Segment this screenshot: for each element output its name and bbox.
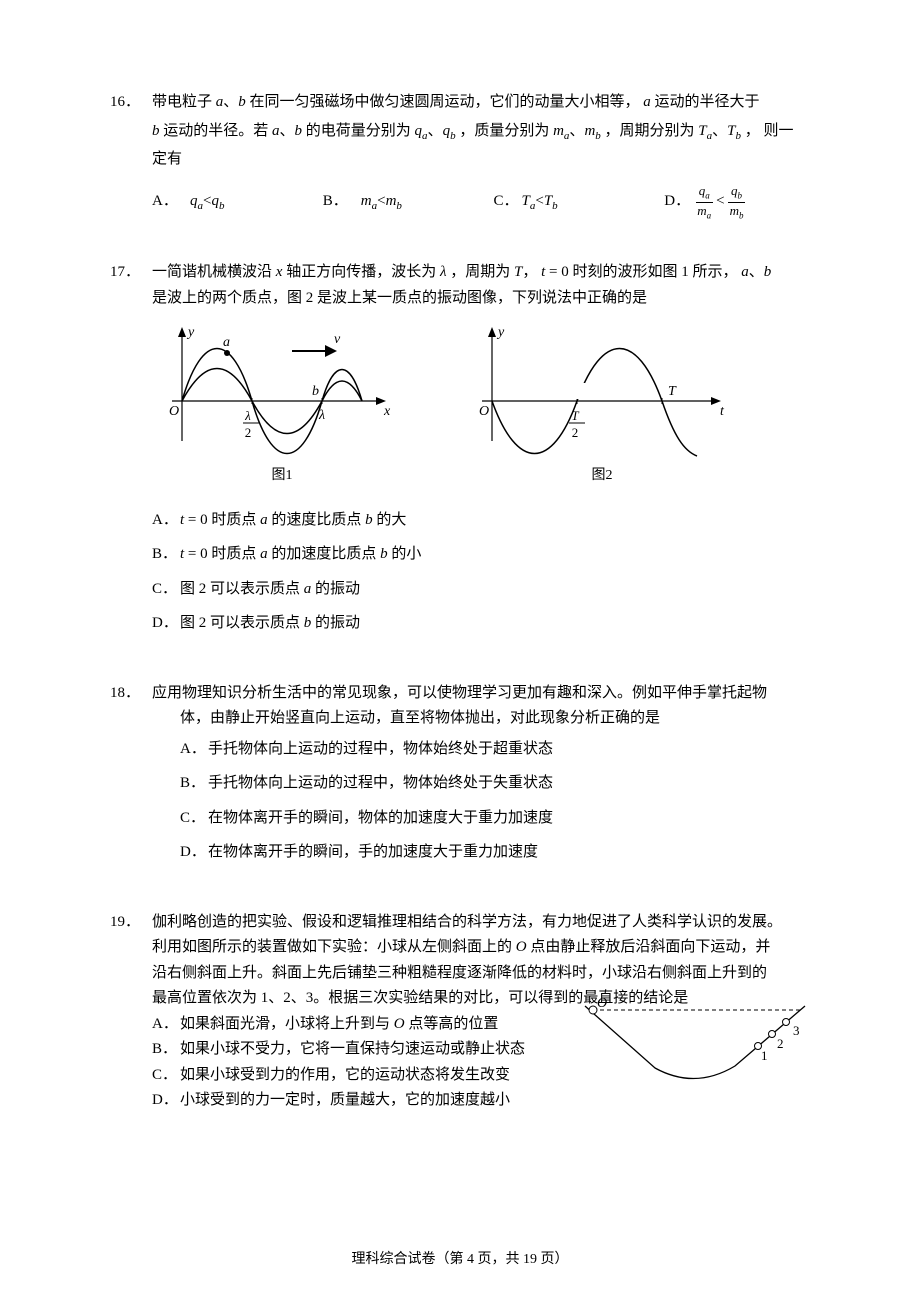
figure-2: y t O T T 2 T 图2 xyxy=(462,321,742,488)
q19-number: 19． xyxy=(110,910,152,936)
svg-text:O: O xyxy=(479,404,489,419)
question-17: 17． 一简谐机械横波沿 x 轴正方向传播，波长为 λ ，周期为 T， t = … xyxy=(110,260,825,641)
q16-option-c: C． Ta < Tb xyxy=(494,189,655,216)
figure-1: y x O a b λ xyxy=(152,321,412,488)
q16-number: 16． xyxy=(110,90,152,116)
q18-option-d: D． 在物体离开手的瞬间，手的加速度大于重力加速度 xyxy=(180,835,825,870)
svg-text:a: a xyxy=(223,335,230,350)
question-19: 19． 伽利略创造的把实验、假设和逻辑推理相结合的科学方法，有力地促进了人类科学… xyxy=(110,910,825,1114)
q19-figure: O 1 2 3 xyxy=(565,998,825,1088)
svg-text:O: O xyxy=(169,404,179,419)
q17-option-a: A． t = 0 时质点 a 的速度比质点 b 的大 xyxy=(152,503,825,538)
question-18: 18． 应用物理知识分析生活中的常见现象，可以使物理学习更加有趣和深入。例如平伸… xyxy=(110,681,825,870)
svg-text:T: T xyxy=(668,384,677,399)
q17-option-d: D． 图 2 可以表示质点 b 的振动 xyxy=(152,606,825,641)
q19-stem: 伽利略创造的把实验、假设和逻辑推理相结合的科学方法，有力地促进了人类科学认识的发… xyxy=(152,910,825,936)
svg-text:2: 2 xyxy=(572,425,579,440)
svg-text:x: x xyxy=(383,404,391,419)
q17-stem: 一简谐机械横波沿 x 轴正方向传播，波长为 λ ，周期为 T， t = 0 时刻… xyxy=(152,260,825,286)
q18-option-a: A． 手托物体向上运动的过程中，物体始终处于超重状态 xyxy=(180,732,825,767)
page-footer: 理科综合试卷（第 4 页，共 19 页） xyxy=(0,1248,920,1272)
svg-text:λ: λ xyxy=(244,408,251,423)
q18-stem: 应用物理知识分析生活中的常见现象，可以使物理学习更加有趣和深入。例如平伸手掌托起… xyxy=(152,681,825,707)
svg-text:b: b xyxy=(312,384,319,399)
q16-option-b: B． ma < mb xyxy=(323,189,484,216)
svg-text:2: 2 xyxy=(245,425,252,440)
q16-stem: 带电粒子 a、b 在同一匀强磁场中做匀速圆周运动，它们的动量大小相等， a 运动… xyxy=(152,90,825,116)
svg-text:2: 2 xyxy=(777,1036,784,1051)
q17-option-c: C． 图 2 可以表示质点 a 的振动 xyxy=(152,572,825,607)
svg-text:v: v xyxy=(334,332,341,347)
q19-option-d: D． 小球受到的力一定时，质量越大，它的加速度越小 xyxy=(152,1088,825,1114)
svg-text:y: y xyxy=(186,325,195,340)
svg-text:O: O xyxy=(597,998,607,1011)
q18-option-b: B． 手托物体向上运动的过程中，物体始终处于失重状态 xyxy=(180,766,825,801)
svg-text:t: t xyxy=(720,404,725,419)
q16-option-a: A． qa < qb xyxy=(152,189,313,216)
svg-text:3: 3 xyxy=(793,1023,800,1038)
question-16: 16． 带电粒子 a、b 在同一匀强磁场中做匀速圆周运动，它们的动量大小相等， … xyxy=(110,90,825,220)
q18-option-c: C． 在物体离开手的瞬间，物体的加速度大于重力加速度 xyxy=(180,801,825,836)
svg-text:y: y xyxy=(496,325,505,340)
q16-option-d: D． qama < qbmb xyxy=(664,184,825,220)
svg-text:T: T xyxy=(571,408,579,423)
svg-text:1: 1 xyxy=(761,1048,768,1063)
q17-option-b: B． t = 0 时质点 a 的加速度比质点 b 的小 xyxy=(152,537,825,572)
svg-text:λ: λ xyxy=(318,408,325,423)
q17-number: 17． xyxy=(110,260,152,286)
q18-number: 18． xyxy=(110,681,152,707)
